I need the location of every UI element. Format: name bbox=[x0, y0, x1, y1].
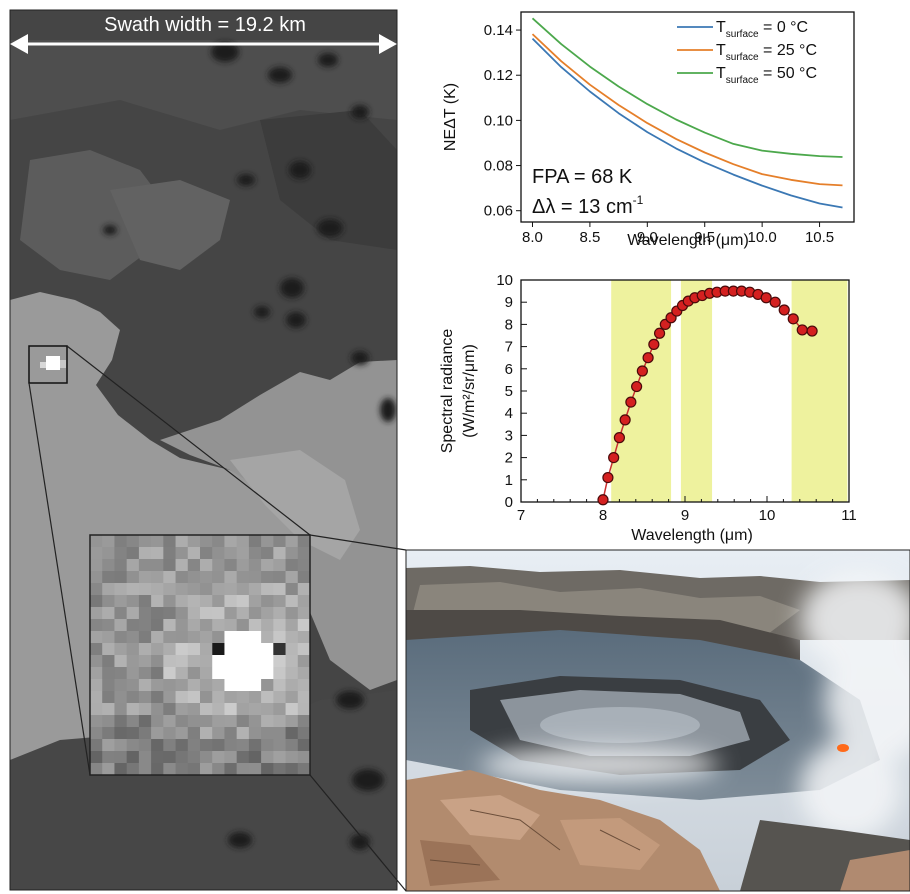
zoom-connector-line bbox=[66, 345, 311, 536]
radiance-data-point bbox=[806, 325, 818, 337]
radiance-data-point bbox=[778, 304, 790, 316]
nedt-x-tick-label: 8.5 bbox=[579, 229, 600, 246]
photo-border bbox=[405, 549, 910, 892]
radiance-x-tick-label: 9 bbox=[681, 507, 689, 524]
legend-entry: Tsurface = 25 °C bbox=[716, 42, 817, 63]
radiance-y-tick-label: 9 bbox=[505, 294, 513, 311]
radiance-data-point bbox=[613, 432, 626, 444]
radiance-y-tick-label: 2 bbox=[505, 450, 513, 467]
radiance-x-tick-label: 7 bbox=[517, 507, 525, 524]
nedt-x-tick-label: 9.5 bbox=[694, 229, 715, 246]
hotspot-box bbox=[28, 345, 68, 384]
nedt-plot-area bbox=[520, 11, 855, 223]
radiance-data-point bbox=[608, 452, 620, 464]
radiance-y-tick-label: 4 bbox=[505, 405, 513, 422]
zoomed-inset-border bbox=[89, 534, 311, 776]
dlambda-annotation: Δλ = 13 cm-1 bbox=[532, 193, 644, 218]
zoom-connector-line bbox=[28, 382, 91, 776]
nedt-y-tick-label: 0.14 bbox=[484, 22, 513, 39]
spectral-band-highlight bbox=[791, 280, 848, 502]
zoomed-hotspot-inset bbox=[90, 535, 311, 776]
radiance-y-tick-label: 5 bbox=[505, 383, 513, 400]
radiance-data-point bbox=[636, 365, 648, 377]
radiance-x-tick-label: 10 bbox=[759, 507, 776, 524]
spectral-band-highlight bbox=[611, 280, 672, 502]
radiance-y-tick-label: 6 bbox=[505, 361, 513, 378]
radiance-y-tick-label: 1 bbox=[505, 472, 513, 489]
radiance-data-point bbox=[653, 327, 666, 339]
radiance-y-tick-label: 8 bbox=[505, 316, 513, 333]
radiance-data-point bbox=[642, 352, 654, 364]
radiance-data-point bbox=[631, 380, 643, 393]
nedt-y-tick-label: 0.10 bbox=[484, 112, 513, 129]
crater-photograph bbox=[406, 550, 910, 891]
radiance-y-axis-label-line2: (W/m²/sr/μm) bbox=[461, 344, 478, 438]
radiance-y-tick-label: 7 bbox=[505, 339, 513, 356]
radiance-data-point bbox=[796, 324, 808, 336]
nedt-series-line-0 bbox=[531, 37, 843, 209]
nedt-x-axis-label: Wavelength (μm) bbox=[627, 232, 749, 249]
nedt-x-tick-label: 9.0 bbox=[637, 229, 658, 246]
radiance-y-tick-label: 10 bbox=[496, 272, 513, 289]
radiance-y-tick-label: 3 bbox=[505, 427, 513, 444]
nedt-chart: 8.0 8.5 9.0 9.5 10.0 10.5 0.06 0.08 0.10 0.12 0.14… bbox=[442, 11, 855, 249]
radiance-data-point bbox=[787, 313, 799, 325]
nedt-y-tick-label: 0.12 bbox=[484, 67, 513, 84]
radiance-y-tick-label: 0 bbox=[505, 494, 513, 511]
photo-connector-line bbox=[309, 534, 407, 551]
nedt-y-axis-label: NEΔT (K) bbox=[442, 83, 459, 151]
legend-entry: Tsurface = 50 °C bbox=[716, 65, 817, 86]
nedt-x-tick-label: 10.0 bbox=[748, 229, 777, 246]
radiance-y-axis-label-line1: Spectral radiance bbox=[439, 329, 456, 454]
photo-connector-line bbox=[309, 774, 407, 892]
radiance-x-tick-label: 8 bbox=[599, 507, 607, 524]
radiance-data-point bbox=[648, 338, 660, 350]
radiance-data-point bbox=[602, 471, 614, 484]
spectral-radiance-chart: 7 8 9 10 11 0 1 2 3 4 5 6 7 8 9 10 Wavelength (μm) Spec… bbox=[439, 272, 857, 544]
nedt-series-line-2 bbox=[531, 17, 843, 158]
nedt-series-line-1 bbox=[531, 33, 843, 187]
nedt-x-tick-label: 8.0 bbox=[522, 229, 543, 246]
legend-entry: Tsurface = 0 °C bbox=[716, 19, 808, 40]
nedt-x-tick-label: 10.5 bbox=[805, 229, 834, 246]
nedt-y-tick-label: 0.06 bbox=[484, 203, 513, 220]
swath-width-arrow bbox=[10, 34, 397, 54]
nedt-y-tick-label: 0.08 bbox=[484, 158, 513, 175]
radiance-x-axis-label: Wavelength (μm) bbox=[631, 527, 753, 544]
radiance-data-point bbox=[625, 396, 637, 408]
satellite-image-border bbox=[9, 9, 398, 891]
fpa-annotation: FPA = 68 K bbox=[532, 166, 633, 188]
radiance-data-point bbox=[769, 296, 781, 308]
radiance-data-point bbox=[760, 292, 772, 304]
radiance-x-tick-label: 11 bbox=[841, 507, 857, 524]
swath-width-label: Swath width = 19.2 km bbox=[104, 14, 306, 36]
radiance-data-point bbox=[597, 494, 609, 506]
spectral-band-highlight bbox=[680, 280, 713, 502]
radiance-data-point bbox=[619, 414, 631, 426]
